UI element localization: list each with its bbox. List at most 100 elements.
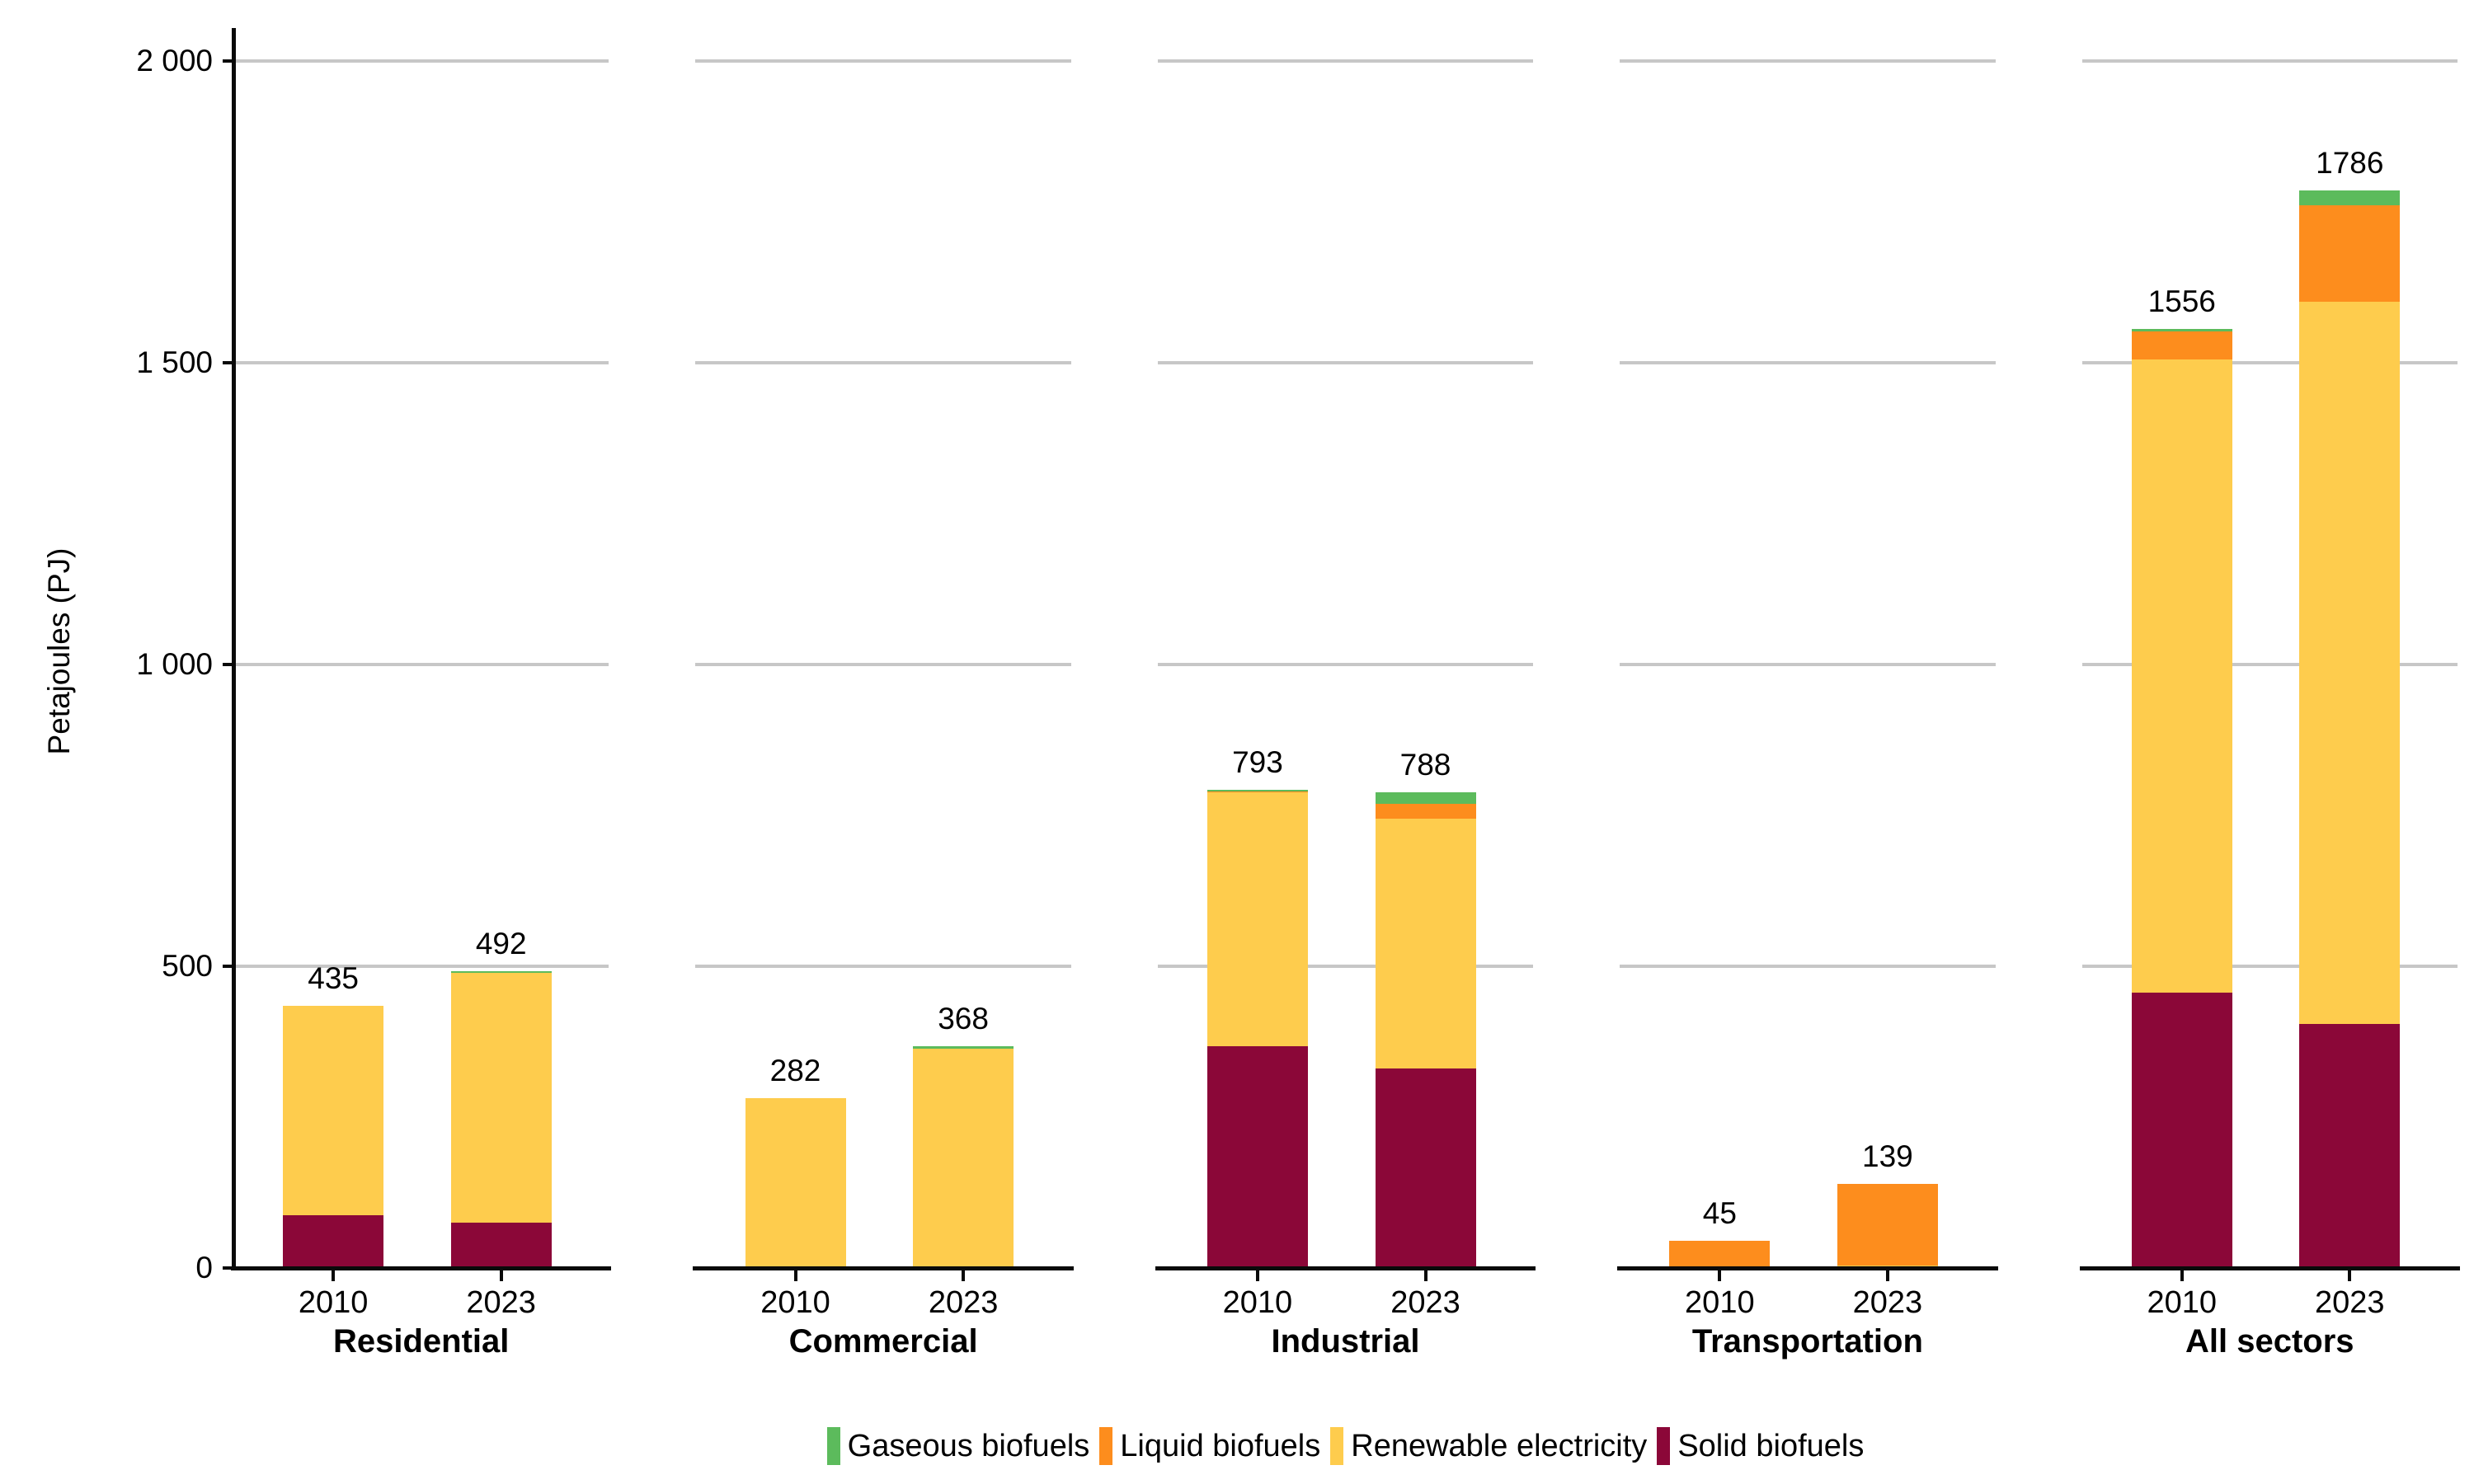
y-gridline bbox=[1620, 965, 1996, 968]
x-tick-label: 2010 bbox=[1222, 1285, 1293, 1320]
y-gridline bbox=[233, 663, 609, 666]
legend-item: Solid biofuels bbox=[1657, 1427, 1864, 1465]
y-gridline bbox=[695, 965, 1071, 968]
bar-segment-renewable-electricity bbox=[1206, 792, 1308, 1046]
bar-segment-renewable-electricity bbox=[913, 1048, 1014, 1268]
bar-total-label: 368 bbox=[938, 1001, 989, 1036]
x-axis-line bbox=[1617, 1266, 1998, 1270]
bar-segment-renewable-electricity bbox=[1375, 819, 1476, 1069]
legend-item: Gaseous biofuels bbox=[826, 1427, 1090, 1465]
y-tick-label: 2 000 bbox=[136, 44, 213, 77]
bar-segment-gaseous-biofuels bbox=[1375, 792, 1476, 805]
x-axis-tick bbox=[1255, 1270, 1259, 1281]
facet-title: Industrial bbox=[1271, 1323, 1420, 1360]
x-axis-tick bbox=[332, 1270, 336, 1281]
bar-total-label: 435 bbox=[308, 960, 359, 995]
facet-title: Residential bbox=[332, 1323, 510, 1360]
x-tick-label: 2023 bbox=[2315, 1285, 2385, 1320]
y-gridline bbox=[695, 361, 1071, 364]
bar-segment-solid-biofuels bbox=[1206, 1045, 1308, 1268]
y-tick-label: 1 500 bbox=[136, 345, 213, 379]
bar-segment-renewable-electricity bbox=[2131, 359, 2232, 993]
bar-total-label: 793 bbox=[1232, 744, 1283, 779]
bar-segment-gaseous-biofuels bbox=[1206, 789, 1308, 791]
x-tick-label: 2023 bbox=[1390, 1285, 1460, 1320]
legend-swatch-icon bbox=[1657, 1427, 1671, 1465]
bar-total-label: 282 bbox=[769, 1053, 821, 1087]
legend-swatch-icon bbox=[1099, 1427, 1113, 1465]
y-axis-tick bbox=[223, 1266, 233, 1270]
bar-segment-solid-biofuels bbox=[2299, 1023, 2401, 1268]
y-axis-line bbox=[232, 28, 236, 1270]
y-gridline bbox=[233, 965, 609, 968]
y-axis-tick bbox=[223, 965, 233, 968]
bar-segment-renewable-electricity bbox=[450, 973, 552, 1223]
bar-segment-liquid-biofuels bbox=[1669, 1241, 1771, 1268]
bar-total-label: 1556 bbox=[2147, 284, 2216, 318]
x-axis-tick bbox=[793, 1270, 797, 1281]
x-axis-tick bbox=[1885, 1270, 1889, 1281]
x-axis-tick bbox=[1423, 1270, 1427, 1281]
legend-swatch-icon bbox=[1330, 1427, 1344, 1465]
x-tick-label: 2010 bbox=[760, 1285, 830, 1320]
bar-total-label: 788 bbox=[1399, 748, 1451, 782]
bar-segment-renewable-electricity bbox=[2299, 302, 2401, 1024]
x-axis-line bbox=[1155, 1266, 1536, 1270]
y-gridline bbox=[1157, 965, 1534, 968]
legend-label: Gaseous biofuels bbox=[847, 1429, 1090, 1463]
bar-segment-liquid-biofuels bbox=[2131, 331, 2232, 360]
y-gridline bbox=[695, 59, 1071, 63]
bar-total-label: 45 bbox=[1702, 1196, 1737, 1231]
y-axis-tick bbox=[223, 59, 233, 63]
y-gridline bbox=[695, 663, 1071, 666]
y-tick-label: 500 bbox=[162, 949, 213, 983]
x-tick-label: 2023 bbox=[928, 1285, 999, 1320]
x-tick-label: 2010 bbox=[298, 1285, 369, 1320]
bar-segment-liquid-biofuels bbox=[1375, 804, 1476, 819]
bar-total-label: 1786 bbox=[2316, 145, 2384, 180]
y-gridline bbox=[2081, 663, 2458, 666]
bar-segment-solid-biofuels bbox=[2131, 993, 2232, 1268]
bar-segment-renewable-electricity bbox=[745, 1097, 846, 1268]
bar-segment-gaseous-biofuels bbox=[450, 970, 552, 974]
facet-title: All sectors bbox=[2185, 1323, 2354, 1360]
x-tick-label: 2023 bbox=[1852, 1285, 1923, 1320]
bar-total-label: 139 bbox=[1862, 1139, 1913, 1174]
bar-segment-liquid-biofuels bbox=[1837, 1184, 1938, 1266]
bar-segment-liquid-biofuels bbox=[1206, 791, 1308, 793]
x-tick-label: 2023 bbox=[466, 1285, 536, 1320]
y-gridline bbox=[233, 361, 609, 364]
x-tick-label: 2010 bbox=[1685, 1285, 1755, 1320]
legend-label: Liquid biofuels bbox=[1120, 1429, 1321, 1463]
legend: Gaseous biofuels Liquid biofuels Renewable… bbox=[233, 1423, 2458, 1469]
y-gridline bbox=[1620, 663, 1996, 666]
legend-label: Renewable electricity bbox=[1351, 1429, 1648, 1463]
bar-total-label: 492 bbox=[475, 926, 527, 960]
x-axis-tick bbox=[1718, 1270, 1722, 1281]
bar-segment-gaseous-biofuels bbox=[2131, 329, 2232, 331]
y-gridline bbox=[1157, 663, 1534, 666]
y-gridline bbox=[1620, 59, 1996, 63]
y-gridline bbox=[2081, 59, 2458, 63]
y-axis-tick bbox=[223, 361, 233, 364]
x-axis-line bbox=[2079, 1266, 2460, 1270]
legend-label: Solid biofuels bbox=[1677, 1429, 1865, 1463]
facet-title: Commercial bbox=[788, 1323, 978, 1360]
y-gridline bbox=[1620, 361, 1996, 364]
legend-swatch-icon bbox=[826, 1427, 840, 1465]
legend-item: Liquid biofuels bbox=[1099, 1427, 1320, 1465]
y-tick-label: 0 bbox=[195, 1251, 213, 1284]
facet-title: Transportation bbox=[1691, 1323, 1923, 1360]
x-axis-tick bbox=[2348, 1270, 2352, 1281]
y-gridline bbox=[1157, 361, 1534, 364]
x-tick-label: 2010 bbox=[2147, 1285, 2217, 1320]
y-tick-label: 1 000 bbox=[136, 647, 213, 681]
y-gridline bbox=[233, 59, 609, 63]
bar-segment-liquid-biofuels bbox=[2299, 204, 2401, 303]
x-axis-line bbox=[693, 1266, 1074, 1270]
y-gridline bbox=[1157, 59, 1534, 63]
bar-segment-solid-biofuels bbox=[283, 1214, 384, 1268]
y-gridline bbox=[2081, 965, 2458, 968]
